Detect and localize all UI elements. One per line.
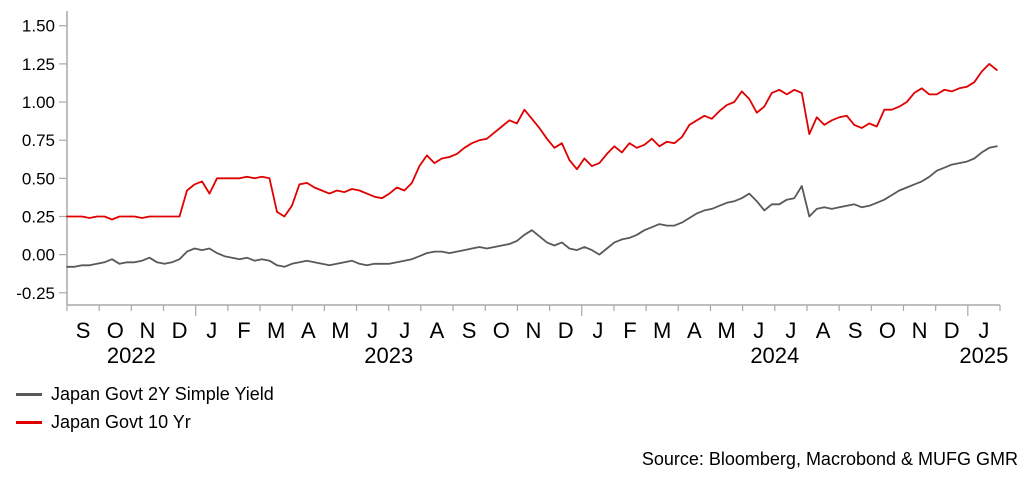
y-tick-label: 0.75 xyxy=(22,131,55,150)
chart-series-lines xyxy=(66,63,998,268)
month-label: A xyxy=(430,318,445,343)
year-label: 2024 xyxy=(750,343,799,368)
month-label: J xyxy=(206,318,217,343)
month-label: N xyxy=(139,318,155,343)
month-label: A xyxy=(687,318,702,343)
month-label: D xyxy=(172,318,188,343)
legend: Japan Govt 2Y Simple Yield Japan Govt 10… xyxy=(16,380,274,436)
y-tick-label: -0.25 xyxy=(16,284,55,303)
y-tick-label: 0.50 xyxy=(22,169,55,188)
month-label: J xyxy=(367,318,378,343)
month-label: O xyxy=(879,318,896,343)
month-label: D xyxy=(558,318,574,343)
y-tick-label: 1.50 xyxy=(22,17,55,36)
legend-item-japan-10yr: Japan Govt 10 Yr xyxy=(16,408,274,436)
chart-axes xyxy=(59,11,1001,316)
legend-item-japan-2y: Japan Govt 2Y Simple Yield xyxy=(16,380,274,408)
month-label: F xyxy=(237,318,250,343)
year-label: 2025 xyxy=(959,343,1008,368)
month-label: J xyxy=(592,318,603,343)
month-label: M xyxy=(653,318,671,343)
month-label: O xyxy=(493,318,510,343)
yield-chart: 1.501.251.000.750.500.250.00-0.25S O N D J F M… xyxy=(16,11,1008,368)
legend-label-japan-10yr: Japan Govt 10 Yr xyxy=(51,412,191,432)
month-label: A xyxy=(816,318,831,343)
legend-swatch-2y-line xyxy=(16,392,42,396)
legend-swatch-10yr-line xyxy=(16,420,42,424)
year-label: 2022 xyxy=(107,343,156,368)
month-label: M xyxy=(267,318,285,343)
y-tick-label: 1.00 xyxy=(22,93,55,112)
source-note: Source: Bloomberg, Macrobond & MUFG GMR xyxy=(641,449,1018,469)
month-label: M xyxy=(331,318,349,343)
month-label: A xyxy=(301,318,316,343)
month-label: J xyxy=(978,318,989,343)
month-label: J xyxy=(785,318,796,343)
y-tick-label: 1.25 xyxy=(22,55,55,74)
month-label: F xyxy=(623,318,636,343)
month-label: D xyxy=(944,318,960,343)
y-tick-label: 0.25 xyxy=(22,207,55,226)
month-label: N xyxy=(912,318,928,343)
month-label: J xyxy=(753,318,764,343)
series-line-japan-10yr xyxy=(66,63,998,221)
month-label: M xyxy=(717,318,735,343)
month-label: N xyxy=(526,318,542,343)
month-label: J xyxy=(399,318,410,343)
month-label: O xyxy=(107,318,124,343)
year-label: 2023 xyxy=(364,343,413,368)
month-label: S xyxy=(76,318,91,343)
chart-tick-labels: 1.501.251.000.750.500.250.00-0.25S O N D J F M… xyxy=(16,17,1008,368)
series-line-japan-2y xyxy=(66,145,998,268)
month-label: S xyxy=(848,318,863,343)
y-tick-label: 0.00 xyxy=(22,246,55,265)
legend-label-japan-2y: Japan Govt 2Y Simple Yield xyxy=(51,384,274,404)
month-label: S xyxy=(462,318,477,343)
